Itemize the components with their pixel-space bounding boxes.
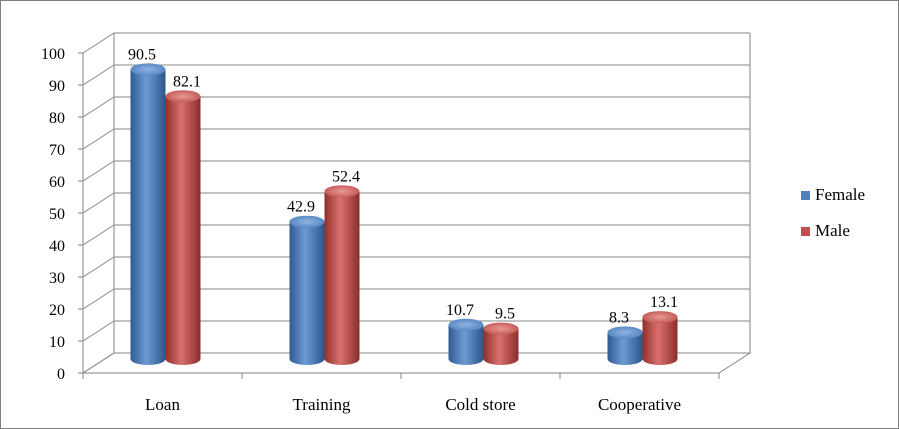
bar-top xyxy=(289,215,325,228)
bar-body xyxy=(448,324,484,365)
y-tick-label: 0 xyxy=(57,366,65,383)
bar-female xyxy=(607,326,643,365)
x-category-label: Cooperative xyxy=(598,395,681,414)
gridline-side xyxy=(82,320,115,342)
y-tick-label: 80 xyxy=(49,110,65,127)
bar-top xyxy=(642,311,678,324)
data-label: 13.1 xyxy=(650,294,678,311)
bar-male xyxy=(165,90,201,365)
x-category-label: Training xyxy=(293,395,351,414)
gridline-side xyxy=(82,64,115,86)
data-label: 10.7 xyxy=(446,302,474,319)
bar-female xyxy=(448,318,484,365)
y-tick-label: 30 xyxy=(49,270,65,287)
data-label: 52.4 xyxy=(332,168,360,185)
legend-swatch-female xyxy=(801,191,810,200)
legend-swatch-male xyxy=(801,227,810,236)
bar-body xyxy=(607,332,643,365)
data-label: 42.9 xyxy=(287,199,315,216)
y-tick-label: 60 xyxy=(49,174,65,191)
bar-top xyxy=(607,326,643,339)
gridline-side xyxy=(82,256,115,278)
gridline-side xyxy=(82,288,115,310)
x-category-label: Loan xyxy=(145,395,180,414)
gridline-side xyxy=(82,160,115,182)
bar-body xyxy=(483,328,519,365)
bar-body xyxy=(165,96,201,365)
data-label: 90.5 xyxy=(128,46,156,63)
bar-top xyxy=(483,322,519,335)
legend-label-female: Female xyxy=(815,185,865,204)
bar-body xyxy=(130,69,166,365)
y-tick-label: 90 xyxy=(49,78,65,95)
floor xyxy=(81,352,752,374)
bar-top xyxy=(165,90,201,103)
data-label: 82.1 xyxy=(173,73,201,90)
y-tick-label: 100 xyxy=(41,46,65,63)
gridline-side xyxy=(82,96,115,118)
y-tick-label: 50 xyxy=(49,206,65,223)
y-tick-label: 20 xyxy=(49,302,65,319)
bar-body xyxy=(289,221,325,365)
bar-female xyxy=(130,63,166,365)
bar-top xyxy=(448,318,484,331)
data-label: 9.5 xyxy=(495,306,515,323)
legend: Female Male xyxy=(801,185,865,240)
y-tick-label: 10 xyxy=(49,334,65,351)
gridline-side xyxy=(82,32,115,54)
legend-label-male: Male xyxy=(815,221,850,240)
bar-male xyxy=(324,185,360,365)
bar-male xyxy=(642,311,678,365)
bar-body xyxy=(642,317,678,365)
x-category-label: Cold store xyxy=(445,395,515,414)
bar-top xyxy=(324,185,360,198)
gridline-side xyxy=(82,224,115,246)
y-tick-label: 40 xyxy=(49,238,65,255)
gridline-side xyxy=(82,192,115,214)
bar-male xyxy=(483,322,519,365)
bar-female xyxy=(289,215,325,365)
y-tick-label: 70 xyxy=(49,142,65,159)
gridline-side xyxy=(82,128,115,150)
data-label: 8.3 xyxy=(609,309,629,326)
bar-top xyxy=(130,63,166,76)
bar-body xyxy=(324,191,360,365)
